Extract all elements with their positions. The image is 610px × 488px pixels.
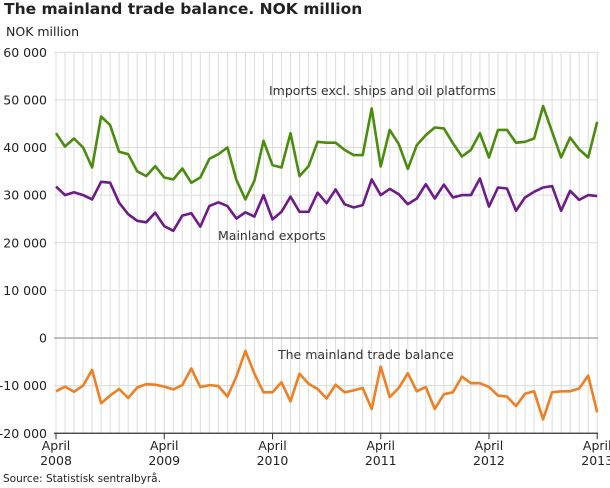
x-tick-year: 2008 [40, 453, 72, 468]
x-tick-year: 2013 [581, 453, 610, 468]
source-note: Source: Statistisk sentralbyrå. [3, 473, 161, 485]
y-tick-label: 60 000 [3, 45, 47, 60]
y-tick-label: 40 000 [3, 140, 47, 155]
x-tick-month: April [258, 438, 287, 453]
x-tick-year: 2010 [257, 453, 289, 468]
y-tick-label: 30 000 [3, 188, 47, 203]
x-tick-month: April [475, 438, 504, 453]
x-tick-year: 2009 [148, 453, 180, 468]
exports-series-label: Mainland exports [218, 228, 326, 243]
imports-series-label: Imports excl. ships and oil platforms [269, 83, 496, 98]
y-tick-label: -10 000 [0, 378, 47, 393]
x-tick-year: 2012 [473, 453, 505, 468]
chart-title: The mainland trade balance. NOK million [4, 0, 363, 18]
y-tick-label: 50 000 [3, 92, 47, 107]
y-axis-label: NOK million [6, 24, 79, 39]
x-tick-month: April [366, 438, 395, 453]
y-tick-label: 20 000 [3, 235, 47, 250]
trade-balance-series-label: The mainland trade balance [277, 347, 454, 362]
x-tick-year: 2011 [365, 453, 397, 468]
y-tick-label: 10 000 [3, 283, 47, 298]
x-tick-month: April [583, 438, 610, 453]
x-tick-month: April [42, 438, 71, 453]
y-tick-label: 0 [39, 331, 47, 346]
x-tick-month: April [150, 438, 179, 453]
y-tick-label: -20 000 [0, 426, 47, 441]
